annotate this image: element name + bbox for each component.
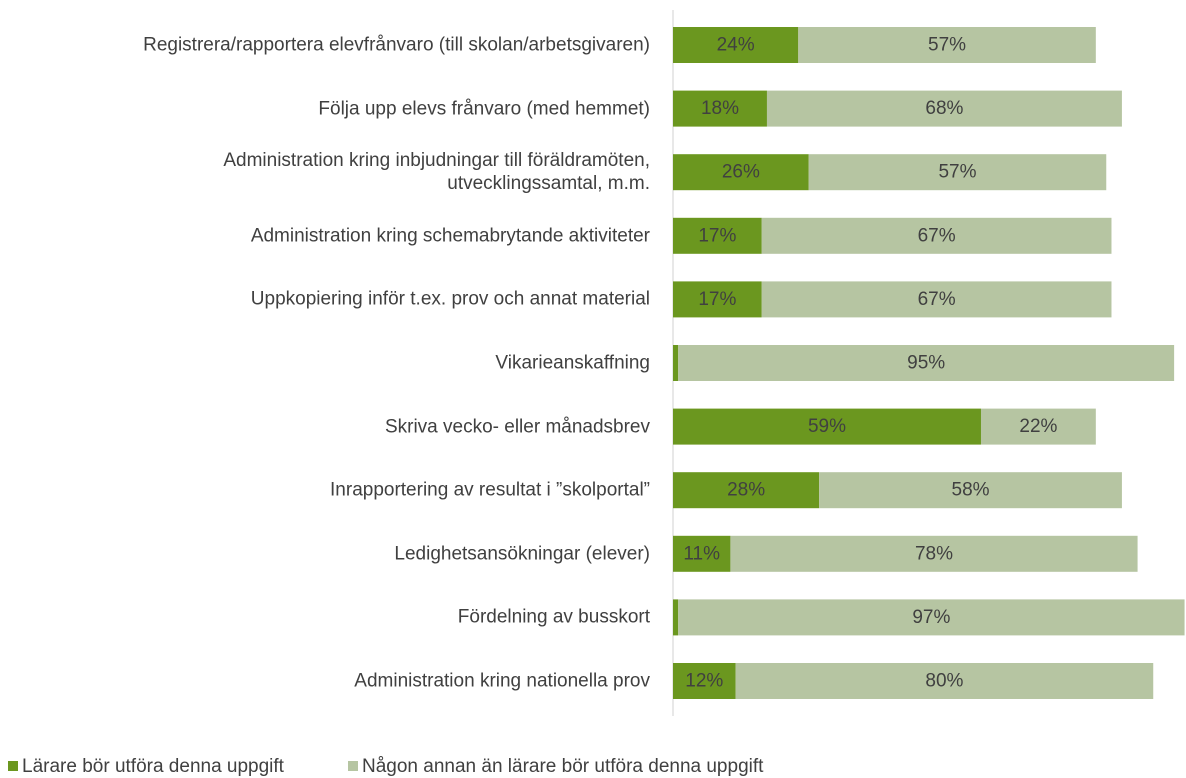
value-label: 68% [925, 98, 963, 119]
bar-segment [798, 27, 1096, 63]
category-label: Följa upp elevs frånvaro (med hemmet) [318, 98, 650, 120]
bar-segment [673, 599, 679, 636]
bar-segment [673, 408, 981, 445]
value-label: 24% [717, 35, 755, 56]
value-label: 95% [907, 353, 945, 374]
bar-segment [673, 472, 820, 509]
bar-segment [766, 90, 1122, 127]
category-label: Inrapportering av resultat i ”skolportal… [330, 479, 650, 501]
bar-segment [730, 535, 1138, 572]
category-label: Administration kring inbjudningar till f… [223, 150, 650, 195]
value-label: 97% [912, 607, 950, 628]
value-label: 26% [722, 162, 760, 183]
bar-segment [673, 217, 762, 254]
value-label: 78% [915, 543, 953, 564]
bar-segment [980, 408, 1096, 445]
value-label: 67% [918, 289, 956, 310]
category-label: Administration kring nationella prov [354, 670, 650, 692]
legend-item: Någon annan än lärare bör utföra denna u… [348, 756, 763, 778]
value-label: 57% [928, 35, 966, 56]
bar-segment [673, 90, 767, 127]
category-label: Administration kring schemabrytande akti… [250, 225, 650, 247]
legend-label: Lärare bör utföra denna uppgift [22, 756, 284, 777]
bar-segment [678, 345, 1175, 381]
category-label: Skriva vecko- eller månadsbrev [384, 416, 650, 438]
value-label: 28% [727, 480, 765, 501]
bar-segment [673, 345, 679, 381]
category-label: Registrera/rapportera elevfrånvaro (till… [143, 34, 650, 56]
bar-segment [673, 154, 809, 191]
bar-segment [678, 599, 1185, 636]
category-label: Vikarieanskaffning [495, 352, 650, 374]
value-label: 17% [698, 289, 736, 310]
bar-segment [673, 27, 799, 63]
value-label: 67% [918, 225, 956, 246]
category-label: Uppkopiering inför t.ex. prov och annat … [250, 288, 650, 310]
category-label: Ledighetsansökningar (elever) [394, 543, 650, 565]
legend-label: Någon annan än lärare bör utföra denna u… [362, 756, 764, 777]
value-label: 59% [808, 416, 846, 437]
bar-segment [673, 535, 731, 572]
value-label: 12% [685, 671, 723, 692]
category-label: Fördelning av busskort [457, 606, 650, 628]
bar-segment [808, 154, 1107, 191]
value-label: 22% [1019, 416, 1057, 437]
bar-segment [735, 663, 1154, 699]
value-label: 57% [938, 162, 976, 183]
value-label: 80% [925, 671, 963, 692]
legend-item: Lärare bör utföra denna uppgift [8, 756, 284, 778]
bar-segment [819, 472, 1122, 509]
bar-segment [761, 281, 1112, 318]
value-label: 11% [683, 543, 720, 564]
value-label: 18% [701, 98, 739, 119]
legend-swatch [348, 761, 358, 771]
bar-segment [673, 281, 762, 318]
value-label: 17% [698, 225, 736, 246]
legend-swatch [8, 761, 18, 771]
bar-segment [673, 663, 736, 699]
bar-segment [761, 217, 1112, 254]
value-label: 58% [952, 480, 990, 501]
